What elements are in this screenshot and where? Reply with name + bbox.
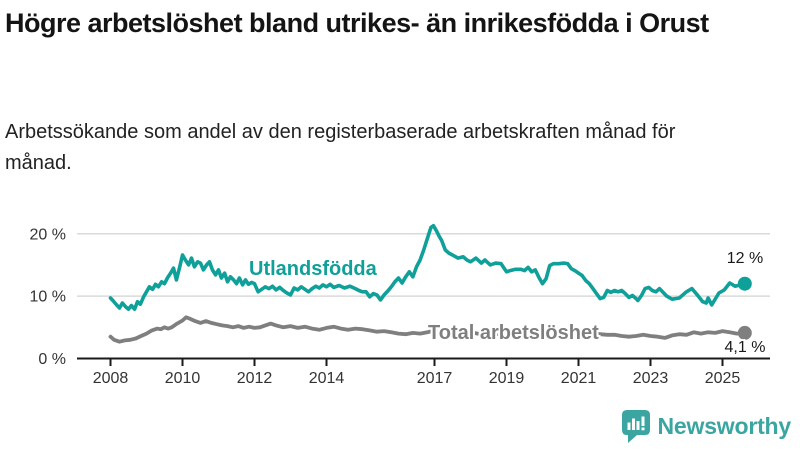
- newsworthy-logo[interactable]: Newsworthy: [621, 410, 792, 443]
- newsworthy-logo-text: Newsworthy: [657, 413, 792, 439]
- x-axis-tick-label-2014: 2014: [309, 370, 345, 387]
- page-title: Högre arbetslöshet bland utrikes- än inr…: [5, 8, 709, 38]
- series-end-dot-1: [737, 325, 752, 340]
- chart-subtitle: Arbetssökande som andel av den registerb…: [5, 121, 676, 174]
- x-axis-tick-label-2012: 2012: [237, 370, 273, 387]
- x-axis-tick-label-2019: 2019: [489, 370, 525, 387]
- series-end-dot-0: [737, 276, 752, 291]
- end-value-label-total: 4,1 %: [724, 339, 766, 356]
- x-axis-tick-label-2008: 2008: [93, 370, 129, 387]
- newsworthy-chart-bubble-icon: [621, 410, 650, 443]
- y-axis-tick-label-0: 0 %: [38, 351, 66, 368]
- x-axis-tick-label-2017: 2017: [417, 370, 453, 387]
- y-axis-tick-label-20: 20 %: [30, 226, 66, 243]
- x-axis-tick-label-2010: 2010: [165, 370, 201, 387]
- series-label-total-arbetsloshet: Total arbetslöshet: [428, 322, 599, 344]
- x-axis-tick-label-2021: 2021: [561, 370, 597, 387]
- y-axis-tick-label-10: 10 %: [30, 289, 66, 306]
- x-axis-tick-label-2023: 2023: [633, 370, 669, 387]
- end-value-label-utlandsfodda: 12 %: [726, 250, 764, 267]
- x-axis-tick-label-2025: 2025: [705, 370, 741, 387]
- series-line-0: [108, 223, 747, 312]
- series-label-utlandsfodda: Utlandsfödda: [249, 258, 377, 280]
- series-line-1: [108, 315, 747, 344]
